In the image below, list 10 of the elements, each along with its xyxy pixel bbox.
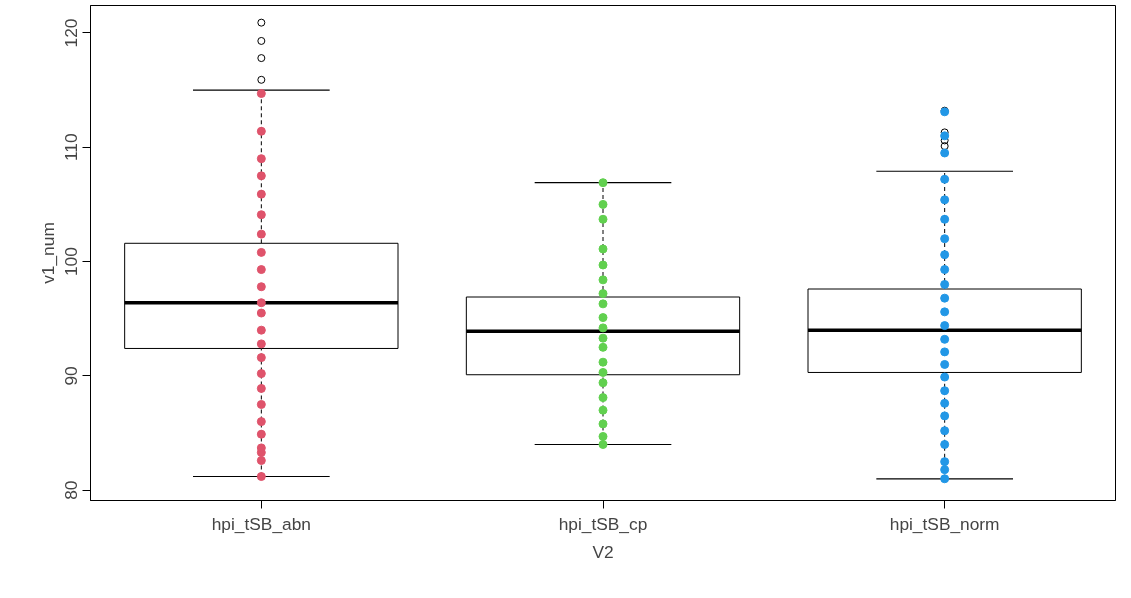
y-tick-label: 100 (61, 247, 82, 277)
x-axis-title: V2 (592, 541, 614, 562)
x-tick-label: hpi_tSB_abn (211, 513, 311, 534)
x-tick-label: hpi_tSB_cp (558, 513, 648, 534)
y-axis-title: v1_num (37, 222, 58, 284)
y-tick-label: 110 (61, 133, 82, 162)
x-tick-label: hpi_tSB_norm (889, 513, 1000, 534)
y-tick-label: 90 (61, 366, 82, 386)
y-tick-label: 120 (61, 18, 82, 48)
y-tick-label: 80 (61, 480, 82, 500)
